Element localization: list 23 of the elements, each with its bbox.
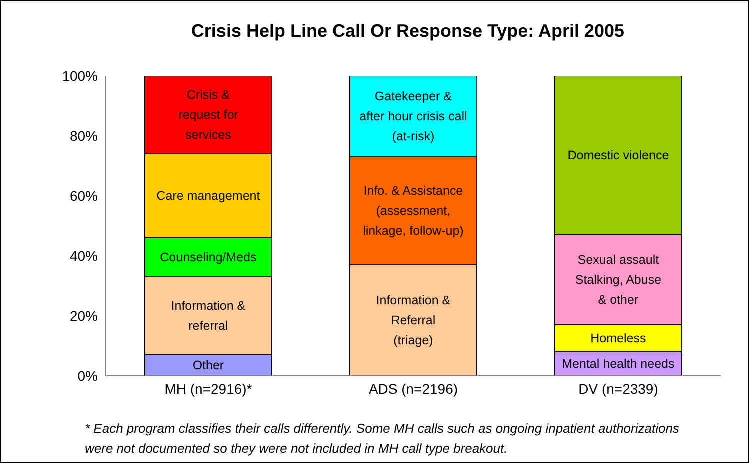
series-label: Care management: [156, 189, 261, 203]
series-label: Counseling/Meds: [160, 250, 257, 264]
series-label: Crisis & request for services: [178, 88, 238, 142]
y-tick-label: 100%: [62, 68, 98, 84]
chart-title: Crisis Help Line Call Or Response Type: April 2005: [190, 21, 626, 42]
y-tick-label: 80%: [70, 128, 98, 144]
y-tick-label: 60%: [70, 188, 98, 204]
series-label: Sexual assault Stalking, Abuse & other: [575, 253, 662, 307]
series-label: Other: [192, 358, 224, 372]
y-tick-label: 40%: [70, 248, 98, 264]
y-tick-label: 0%: [78, 368, 98, 384]
x-tick-label: ADS (n=2196): [368, 380, 458, 397]
series-label: Information & Referral (triage): [376, 294, 452, 348]
y-tick-label: 20%: [70, 308, 98, 324]
series-label: Gatekeeper & after hour crisis call (at-risk): [360, 90, 468, 144]
series-label: Domestic violence: [568, 148, 670, 162]
series-label: Info. & Assistance (assessment, linkage, follow-up): [363, 184, 464, 238]
text: * Each program classifies their calls differently. Some MH calls such as ongoing inpatient authorizations were not documented so they were not included in MH call type breakout.: [85, 420, 680, 458]
series-label: Homeless: [590, 332, 646, 346]
series-label: Mental health needs: [562, 357, 675, 371]
series-label: Information & referral: [171, 299, 246, 333]
x-tick-label: DV (n=2339): [578, 380, 658, 397]
x-tick-label: MH (n=2916)*: [164, 380, 253, 397]
